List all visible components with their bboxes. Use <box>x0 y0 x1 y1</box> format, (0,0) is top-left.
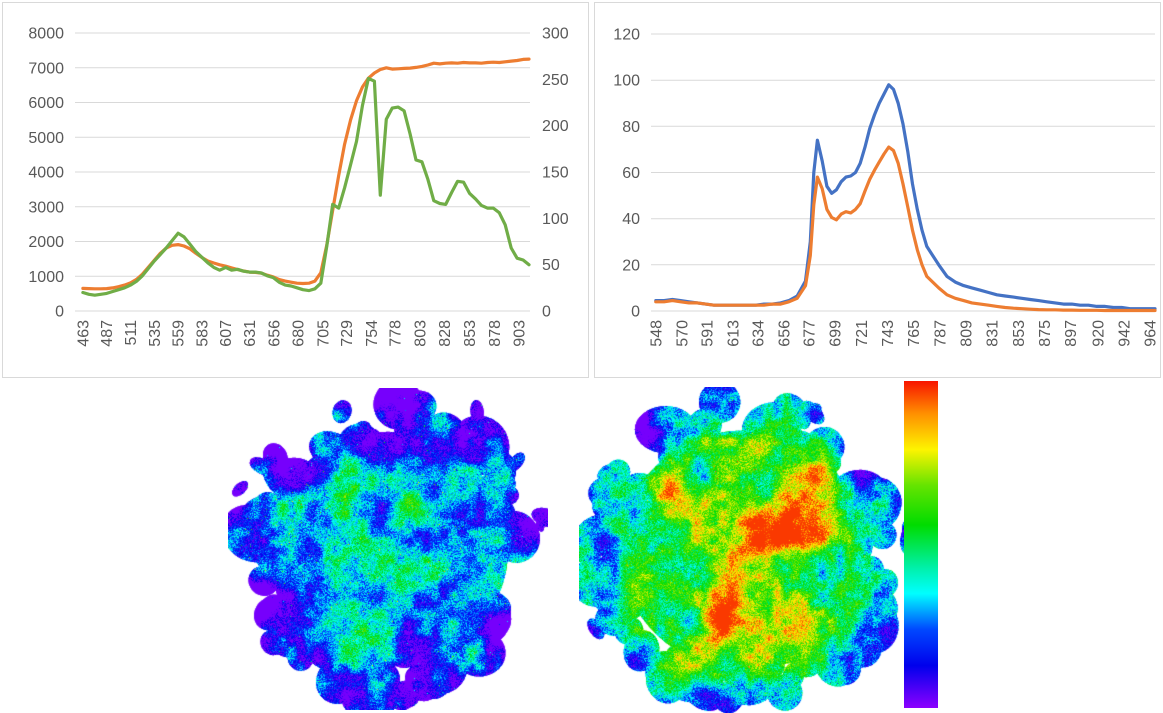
x-axis-label: 787 <box>932 320 949 347</box>
y-axis-label-left: 100 <box>613 73 640 90</box>
x-axis-label: 705 <box>315 320 332 347</box>
x-axis-label: 631 <box>242 320 259 347</box>
y-axis-label-left: 120 <box>613 27 640 44</box>
y-axis-label-left: 0 <box>55 304 64 321</box>
x-axis-label: 613 <box>726 320 743 347</box>
series-line-raw-intensity-orange <box>81 57 531 291</box>
series-line-spectrum-orange <box>654 145 1157 313</box>
x-axis-label: 803 <box>413 320 430 347</box>
y-axis-label-left: 8000 <box>28 26 64 43</box>
y-axis-label-right: 200 <box>542 118 569 135</box>
y-axis-label-left: 0 <box>631 304 640 321</box>
y-axis-label-left: 5000 <box>28 130 64 147</box>
x-axis-label: 721 <box>854 320 871 347</box>
series-line-processed-signal-green <box>81 76 531 297</box>
dual-axis-line-chart: 0 1000 2000 3000 4000 5000 6000 7000 8000 0 50 100 1… <box>28 26 569 347</box>
x-axis-label: 559 <box>171 320 188 347</box>
x-axis-label: 634 <box>751 320 768 347</box>
x-axis-label: 699 <box>828 320 845 347</box>
x-axis-label: 765 <box>906 320 923 347</box>
x-axis-label: 903 <box>512 320 529 347</box>
x-axis-label: 535 <box>147 320 164 347</box>
x-axis-label: 607 <box>218 320 235 347</box>
x-axis-label: 511 <box>123 320 140 346</box>
x-axis-label: 853 <box>462 320 479 347</box>
y-axis-label-left: 20 <box>622 257 640 274</box>
y-axis-label-left: 1000 <box>28 269 64 286</box>
tissue-map-low-canvas <box>228 388 548 710</box>
y-axis-label-right: 150 <box>542 165 569 182</box>
x-axis-label: 656 <box>267 320 284 347</box>
right-chart-panel: 0 20 40 60 80 100 120 548 570 591 613 634 656 677 699 7… <box>594 2 1161 378</box>
x-axis-label: 920 <box>1090 320 1107 347</box>
x-axis-label: 875 <box>1037 320 1054 347</box>
y-axis-label-left: 3000 <box>28 199 64 216</box>
y-axis-label-left: 6000 <box>28 95 64 112</box>
x-axis-label: 942 <box>1117 320 1134 347</box>
x-axis-label: 591 <box>699 320 716 347</box>
y-axis-label-right: 50 <box>542 257 560 274</box>
x-axis-label: 809 <box>959 320 976 347</box>
y-axis-label-left: 4000 <box>28 165 64 182</box>
y-axis-label-right: 100 <box>542 211 569 228</box>
y-axis-label-right: 250 <box>542 72 569 89</box>
x-axis-label: 778 <box>388 320 405 347</box>
x-axis-label: 831 <box>985 320 1002 347</box>
x-axis-label: 583 <box>194 320 211 347</box>
y-axis-label-left: 40 <box>622 211 640 228</box>
x-axis-label: 570 <box>674 320 691 347</box>
x-axis-label: 897 <box>1063 320 1080 347</box>
left-chart-panel: 0 1000 2000 3000 4000 5000 6000 7000 8000 0 50 100 1… <box>2 2 589 378</box>
x-axis-label: 964 <box>1143 320 1160 347</box>
x-axis-label: 680 <box>291 320 308 347</box>
x-axis-label: 878 <box>487 320 504 347</box>
y-axis-label-right: 300 <box>542 26 569 43</box>
tissue-map-high-canvas <box>579 387 907 713</box>
y-axis-label-left: 7000 <box>28 60 64 77</box>
x-axis-label: 754 <box>364 320 381 347</box>
y-axis-label-left: 60 <box>622 165 640 182</box>
x-axis-label: 729 <box>339 320 356 347</box>
x-axis-label: 828 <box>437 320 454 347</box>
x-axis-label: 853 <box>1011 320 1028 347</box>
y-axis-label-right: 0 <box>542 304 551 321</box>
colorbar-gradient <box>904 381 938 708</box>
x-axis-label: 656 <box>777 320 794 347</box>
y-axis-label-left: 80 <box>622 119 640 136</box>
x-axis-label: 677 <box>802 320 819 347</box>
y-axis-label-left: 2000 <box>28 234 64 251</box>
x-axis-label: 487 <box>99 320 116 347</box>
x-axis-label: 548 <box>648 320 665 347</box>
emission-line-chart: 0 20 40 60 80 100 120 548 570 591 613 634 656 677 699 7… <box>613 27 1160 347</box>
x-axis-label: 463 <box>75 320 92 347</box>
x-axis-label: 743 <box>880 320 897 347</box>
